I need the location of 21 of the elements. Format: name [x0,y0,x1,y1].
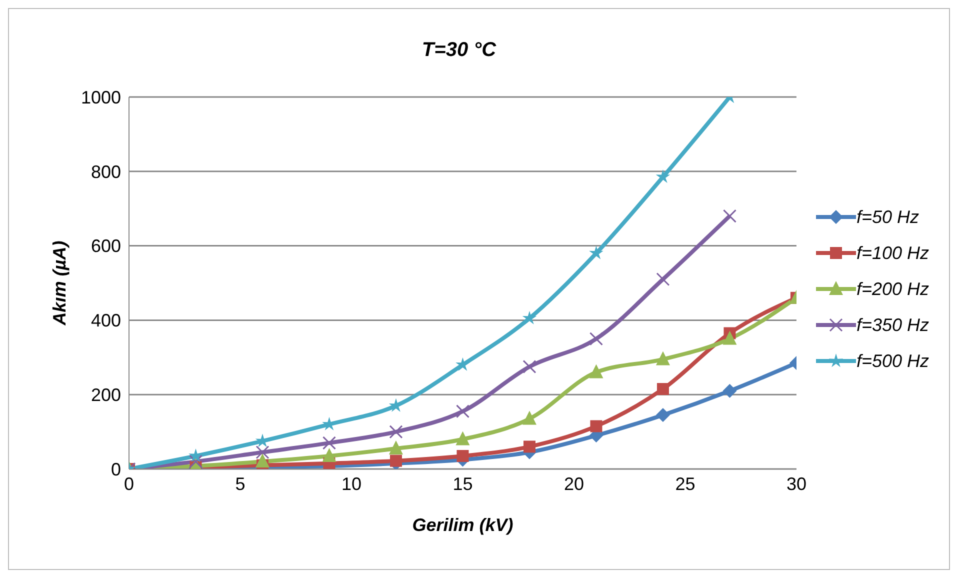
legend-label: f=100 Hz [856,242,929,265]
x-axis-title: Gerilim (kV) [412,515,514,535]
x-tick-label: 20 [564,474,584,494]
y-tick-label: 600 [90,236,121,256]
x-tick-label: 0 [124,474,134,494]
x-tick-label: 15 [452,474,473,494]
y-tick-label: 0 [110,459,121,480]
x-tick-label: 25 [675,474,696,494]
legend-label: f=200 Hz [856,278,929,301]
y-axis-title: Akım (µA) [49,240,70,326]
y-tick-label: 200 [90,384,121,405]
y-tick-label: 1000 [80,87,121,108]
legend-label: f=50 Hz [856,206,919,229]
y-tick-label: 400 [90,310,121,331]
x-tick-label: 30 [786,474,806,494]
legend-label: f=350 Hz [856,314,929,337]
x-tick-label: 5 [235,474,246,494]
legend-label: f=500 Hz [856,350,929,373]
x-tick-label: 10 [341,474,362,494]
chart-title: T=30 °C [420,39,498,62]
y-tick-label: 800 [90,162,121,182]
